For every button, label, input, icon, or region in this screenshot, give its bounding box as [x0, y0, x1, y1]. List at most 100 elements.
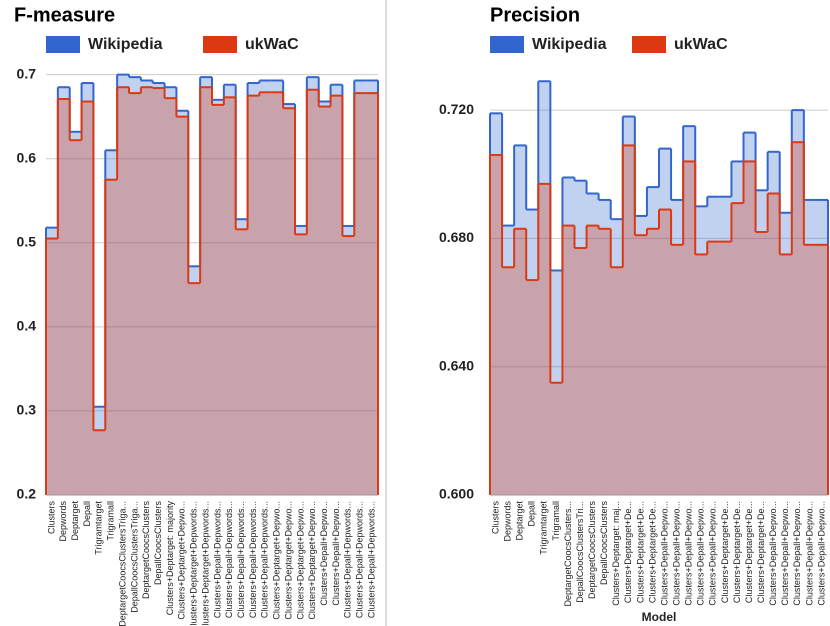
area-step — [105, 179, 118, 495]
y-tick-label: 0.720 — [439, 101, 474, 117]
area-step — [634, 215, 647, 495]
x-tick-label: Clusters+Deptarget+De... — [635, 501, 645, 603]
area-step — [803, 199, 816, 495]
x-tick-label: Clusters+Depall+Depwo... — [768, 501, 778, 606]
area-step — [490, 113, 503, 496]
area-step — [93, 406, 106, 495]
area-step — [707, 241, 720, 495]
x-tick-label: Trigramall — [551, 501, 561, 541]
area-step — [212, 99, 224, 495]
x-tick-label: Depwords — [58, 501, 68, 542]
x-tick-label: Clusters+Deptarget+Depwo... — [307, 501, 317, 620]
x-tick-label: Clusters — [490, 501, 500, 535]
area-step — [188, 266, 201, 495]
x-tick-label: Clusters+Depall+Depwords... — [260, 501, 270, 618]
legend-swatch — [46, 36, 80, 53]
area-step — [283, 108, 295, 495]
area-step — [57, 98, 70, 495]
area-step — [695, 206, 708, 496]
x-tick-label: Clusters+Deptarget+De... — [647, 501, 657, 603]
area-step — [731, 203, 744, 496]
area-step — [815, 199, 828, 495]
area-step — [105, 150, 118, 495]
area-step — [755, 231, 768, 495]
chart-title: F-measure — [14, 4, 115, 26]
legend-swatch — [632, 36, 666, 53]
area-step — [342, 225, 355, 495]
area-step — [683, 126, 696, 496]
area-step — [743, 161, 756, 495]
area-step — [46, 227, 58, 496]
area-step — [223, 84, 236, 495]
area-step — [610, 267, 623, 495]
x-tick-label: Clusters+Depall+Depwo... — [696, 501, 706, 606]
x-tick-label: Clusters+Depall+Depwo... — [816, 501, 826, 606]
area-step — [46, 238, 58, 495]
x-tick-label: Trigramtarget — [94, 501, 104, 555]
x-tick-label: DepallCoocsClustersTri... — [575, 501, 585, 603]
x-tick-label: Clusters+Deptarget: majority — [165, 501, 175, 616]
area-step — [586, 193, 599, 495]
x-tick-label: Clusters+Depall+Depwords... — [212, 501, 222, 618]
area-step — [330, 95, 343, 495]
area-step — [200, 77, 212, 496]
area-step — [767, 193, 780, 495]
area-step — [330, 84, 343, 495]
x-tick-label: Clusters+Depall+Depwo... — [804, 501, 814, 606]
area-step — [140, 87, 153, 495]
y-tick-label: 0.6 — [17, 149, 37, 165]
x-tick-label: Clusters+Depall+Depwords... — [343, 501, 353, 618]
area-step — [598, 228, 611, 495]
area-step — [176, 110, 189, 495]
area-step — [69, 131, 82, 495]
area-step — [354, 93, 367, 495]
area-step — [318, 101, 331, 495]
x-tick-label: DeptargetCoocsClusters — [141, 501, 151, 600]
area-step — [646, 228, 659, 495]
x-tick-label: Trigramtarget — [539, 501, 549, 555]
area-step — [152, 83, 165, 496]
area-step — [212, 104, 224, 495]
area-step — [767, 151, 780, 495]
legend-swatch — [203, 36, 237, 53]
x-tick-label: Clusters+Deptarget+De... — [756, 501, 766, 603]
area-step — [354, 80, 367, 496]
x-tick-label: Clusters+Depall+Depwo... — [319, 501, 329, 606]
x-tick-label: Clusters+Deptarget+Depwo... — [272, 501, 282, 620]
area-step — [223, 97, 236, 495]
x-tick-label: Clusters+Depall+Depwords... — [224, 501, 234, 618]
x-tick-label: Clusters+Deptarget+Depwo... — [283, 501, 293, 620]
chart: Precision Wikipedia ukWaC 0.600 0.640 0.680 0.… — [439, 4, 829, 624]
area-step — [318, 106, 331, 496]
area-step — [610, 219, 623, 495]
area-step — [69, 140, 82, 495]
area-step — [598, 199, 611, 495]
x-tick-label: DepallCoocsClusters — [153, 501, 163, 586]
area-step — [81, 101, 94, 495]
area-step — [755, 190, 768, 495]
area-step — [164, 87, 177, 495]
area-step — [562, 177, 575, 495]
chart: F-measure Wikipedia ukWaC 0.2 0.3 0.4 0.5 0.6 0.… — [14, 4, 379, 626]
area-step — [502, 225, 515, 496]
area-step — [366, 93, 378, 495]
area-step — [117, 74, 129, 496]
area-step — [366, 80, 378, 496]
area-step — [259, 92, 272, 496]
area-step — [779, 254, 792, 495]
area-step — [550, 382, 563, 495]
x-tick-label: Clusters+Deptarget+Depwo... — [295, 501, 305, 620]
area-step — [719, 241, 732, 495]
x-tick-label: Trigramall — [106, 501, 116, 541]
area-step — [671, 199, 684, 495]
area-step — [247, 95, 260, 495]
area-step — [791, 110, 804, 495]
area-step — [779, 212, 792, 495]
area-step — [526, 280, 539, 495]
x-tick-label: Clusters+Deptarget+De... — [744, 501, 754, 603]
area-step — [129, 77, 141, 496]
area-step — [271, 80, 284, 496]
area-step — [659, 148, 672, 495]
x-tick-label: Clusters — [46, 501, 56, 535]
